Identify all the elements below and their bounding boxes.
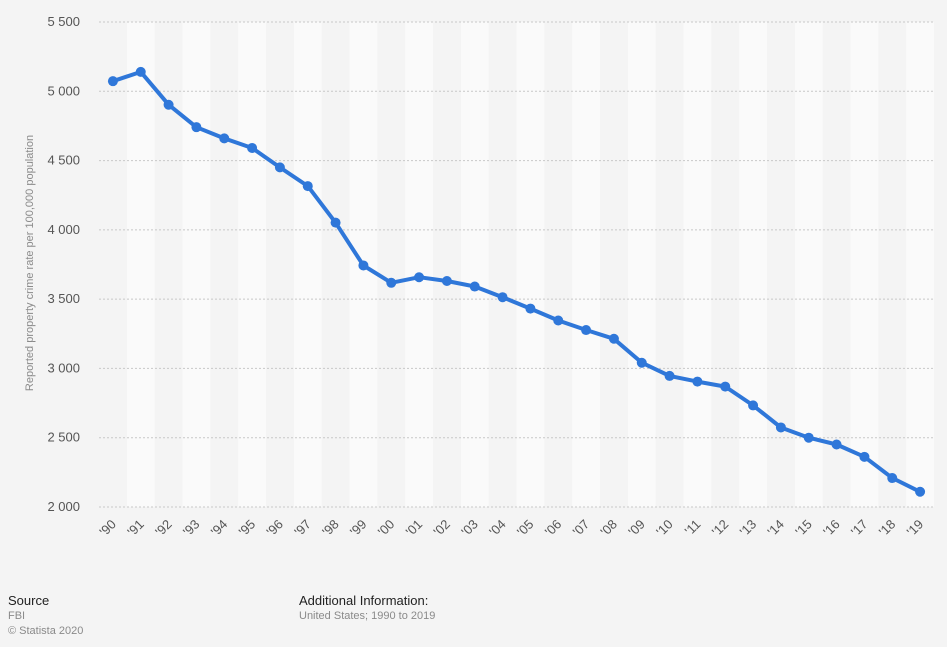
data-point[interactable] bbox=[386, 277, 397, 288]
additional-info-block: Additional Information: United States; 1… bbox=[299, 593, 435, 624]
x-tick-label: '18 bbox=[876, 517, 899, 540]
data-point[interactable] bbox=[831, 439, 842, 450]
x-tick-label: '90 bbox=[96, 517, 119, 540]
column-band bbox=[683, 22, 712, 507]
data-point[interactable] bbox=[219, 133, 230, 144]
x-tick-label: '09 bbox=[625, 517, 648, 540]
data-point[interactable] bbox=[525, 303, 536, 314]
x-tick-label: '97 bbox=[291, 517, 314, 540]
x-tick-label: '19 bbox=[904, 517, 927, 540]
x-tick-label: '99 bbox=[347, 517, 370, 540]
x-tick-label: '06 bbox=[542, 517, 565, 540]
x-tick-label: '95 bbox=[236, 517, 259, 540]
column-band bbox=[794, 22, 823, 507]
x-tick-label: '14 bbox=[764, 517, 787, 540]
data-point[interactable] bbox=[692, 376, 703, 387]
line-chart: 2 000 2 500 3 000 3 500 4 000 4 500 5 000 5 500… bbox=[24, 14, 934, 540]
data-point[interactable] bbox=[330, 217, 341, 228]
y-axis-title: Reported property crime rate per 100,000… bbox=[24, 135, 36, 391]
source-name[interactable]: FBI bbox=[8, 610, 26, 622]
data-point[interactable] bbox=[414, 272, 425, 283]
data-point[interactable] bbox=[915, 486, 926, 497]
y-tick-label: 5 500 bbox=[47, 14, 80, 29]
y-tick-label: 2 500 bbox=[47, 430, 80, 445]
x-axis-ticks: '90'91'92'93'94'95'96'97'98'99'00'01'02 '… bbox=[96, 517, 926, 540]
data-point[interactable] bbox=[748, 400, 759, 411]
data-point[interactable] bbox=[191, 122, 202, 133]
column-band bbox=[293, 22, 322, 507]
x-tick-label: '07 bbox=[570, 517, 593, 540]
additional-info-text: United States; 1990 to 2019 bbox=[299, 610, 436, 622]
data-point[interactable] bbox=[441, 275, 452, 286]
chart-area: 2 000 2 500 3 000 3 500 4 000 4 500 5 000 5 500… bbox=[24, 14, 934, 540]
data-point[interactable] bbox=[664, 370, 675, 381]
x-tick-label: '02 bbox=[430, 517, 453, 540]
x-tick-label: '94 bbox=[208, 517, 231, 540]
x-tick-label: '08 bbox=[597, 517, 620, 540]
data-point[interactable] bbox=[887, 473, 898, 484]
x-tick-label: '00 bbox=[375, 517, 398, 540]
column-band bbox=[906, 22, 934, 507]
column-band bbox=[627, 22, 656, 507]
data-point[interactable] bbox=[247, 142, 258, 153]
x-tick-label: '15 bbox=[792, 517, 815, 540]
column-band bbox=[460, 22, 489, 507]
y-tick-label: 2 000 bbox=[47, 499, 80, 514]
x-tick-label: '98 bbox=[319, 517, 342, 540]
copyright-text: © Statista 2020 bbox=[8, 625, 84, 637]
x-tick-label: '96 bbox=[263, 517, 286, 540]
x-tick-label: '12 bbox=[709, 517, 732, 540]
y-tick-label: 3 500 bbox=[47, 291, 80, 306]
column-band bbox=[182, 22, 211, 507]
x-tick-label: '13 bbox=[737, 517, 760, 540]
series-line-group bbox=[107, 66, 926, 497]
data-point[interactable] bbox=[636, 357, 647, 368]
x-tick-label: '91 bbox=[124, 517, 147, 540]
data-point[interactable] bbox=[608, 333, 619, 344]
data-point[interactable] bbox=[859, 451, 870, 462]
data-point[interactable] bbox=[803, 432, 814, 443]
source-block: Source FBI © Statista 2020 bbox=[8, 593, 83, 639]
y-axis-ticks: 2 000 2 500 3 000 3 500 4 000 4 500 5 000 5 500 bbox=[47, 14, 80, 514]
additional-info-heading: Additional Information: bbox=[299, 593, 429, 608]
x-tick-label: '93 bbox=[180, 517, 203, 540]
column-band bbox=[572, 22, 600, 507]
column-band bbox=[126, 22, 155, 507]
data-point[interactable] bbox=[775, 422, 786, 433]
y-tick-label: 4 500 bbox=[47, 153, 80, 168]
column-band bbox=[739, 22, 767, 507]
column-band bbox=[516, 22, 545, 507]
y-tick-label: 4 000 bbox=[47, 222, 80, 237]
gridlines bbox=[99, 21, 934, 508]
x-tick-label: '10 bbox=[653, 517, 676, 540]
data-point[interactable] bbox=[358, 260, 369, 271]
x-tick-label: '04 bbox=[486, 517, 509, 540]
data-point[interactable] bbox=[720, 381, 731, 392]
data-point[interactable] bbox=[581, 325, 592, 336]
data-point[interactable] bbox=[107, 76, 118, 87]
y-tick-label: 3 000 bbox=[47, 360, 80, 375]
column-band bbox=[850, 22, 879, 507]
x-tick-label: '92 bbox=[152, 517, 175, 540]
column-bands bbox=[126, 22, 934, 507]
data-point[interactable] bbox=[553, 315, 564, 326]
x-tick-label: '01 bbox=[403, 517, 426, 540]
data-point[interactable] bbox=[497, 292, 508, 303]
column-band bbox=[238, 22, 266, 507]
data-point[interactable] bbox=[302, 181, 313, 192]
data-point[interactable] bbox=[469, 281, 480, 292]
column-band bbox=[405, 22, 433, 507]
source-heading: Source bbox=[8, 593, 50, 608]
y-tick-label: 5 000 bbox=[47, 83, 80, 98]
x-tick-label: '16 bbox=[820, 517, 843, 540]
data-point[interactable] bbox=[135, 66, 146, 77]
data-point[interactable] bbox=[163, 99, 174, 110]
footer: Source FBI © Statista 2020 Additional In… bbox=[0, 593, 947, 647]
x-tick-label: '11 bbox=[682, 517, 704, 539]
x-tick-label: '05 bbox=[514, 517, 537, 540]
x-tick-label: '03 bbox=[458, 517, 481, 540]
x-tick-label: '17 bbox=[848, 517, 871, 540]
data-point[interactable] bbox=[274, 162, 285, 173]
